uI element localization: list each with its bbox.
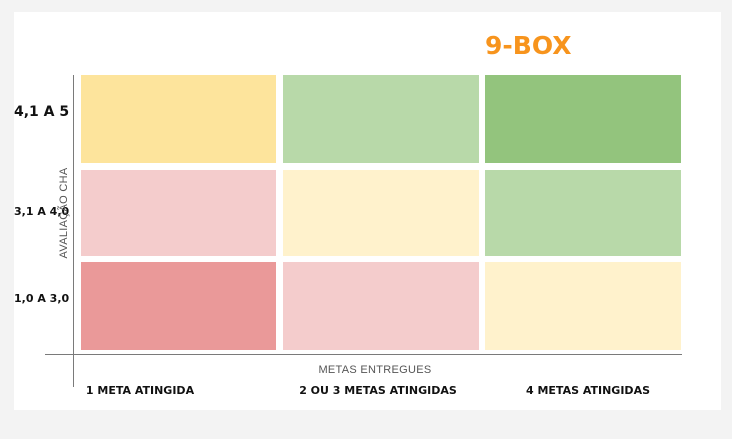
box-high-eval-1-meta [81,75,276,163]
x-label-2-3-metas: 2 OU 3 METAS ATINGIDAS [299,384,457,397]
box-high-eval-2-3-metas [283,75,479,163]
box-low-eval-4-metas [485,262,681,350]
x-axis-title: METAS ENTREGUES [318,364,432,376]
x-label-4-metas: 4 METAS ATINGIDAS [525,384,651,397]
y-label-high: 4,1 A 5 [14,104,70,120]
y-axis-title: AVALIAÇÃO CHA [58,167,70,259]
box-high-eval-4-metas [485,75,681,163]
chart-title: 9-BOX [485,31,572,60]
y-label-mid: 3,1 A 4,0 [14,205,70,218]
y-axis-line [73,75,74,387]
box-low-eval-2-3-metas [283,262,479,350]
box-mid-eval-4-metas [485,170,681,256]
y-label-low: 1,0 A 3,0 [14,292,70,305]
box-mid-eval-1-meta [81,170,276,256]
x-label-1-meta: 1 META ATINGIDA [85,384,195,397]
box-low-eval-1-meta [81,262,276,350]
x-axis-line [45,354,682,355]
box-mid-eval-2-3-metas [283,170,479,256]
